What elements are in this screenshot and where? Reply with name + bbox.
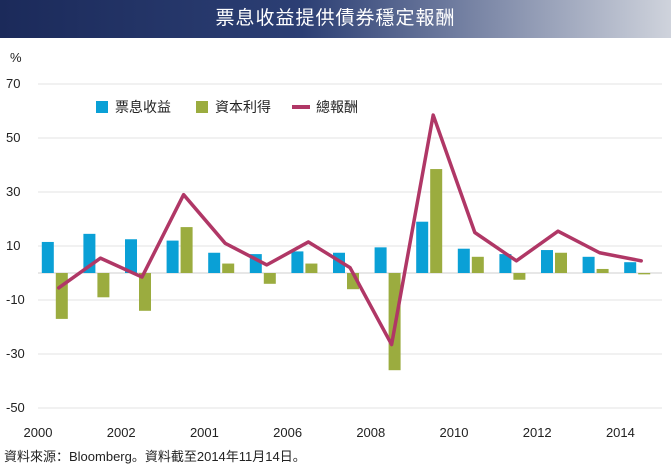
x-tick-label: 2001 (190, 425, 219, 440)
bar-capital (638, 273, 651, 275)
bar-capital (139, 273, 151, 311)
x-tick-label: 2014 (606, 425, 635, 440)
bar-coupon (41, 241, 54, 273)
bar-capital (513, 273, 526, 280)
legend-capital-swatch (196, 101, 208, 113)
bar-coupon (374, 247, 387, 273)
bar-coupon (582, 256, 595, 273)
bar-capital (430, 169, 443, 273)
y-tick-label: 30 (6, 184, 20, 199)
legend-coupon-swatch (96, 101, 108, 113)
legend-capital-label: 資本利得 (215, 99, 271, 115)
y-tick-label: -10 (6, 292, 25, 307)
bar-coupon (166, 240, 179, 273)
x-tick-label: 2012 (523, 425, 552, 440)
bar-coupon (457, 248, 470, 273)
bar-capital (596, 268, 609, 273)
bar-coupon (416, 221, 429, 273)
y-axis-unit-label: % (10, 50, 22, 65)
bar-capital (222, 263, 235, 273)
bar-capital (55, 273, 68, 319)
bar-capital (263, 273, 276, 284)
y-tick-label: -30 (6, 346, 25, 361)
bar-coupon (624, 262, 637, 273)
x-tick-label: 2002 (107, 425, 136, 440)
bar-capital (555, 252, 567, 273)
bar-coupon (291, 251, 304, 273)
x-tick-label: 2006 (273, 425, 302, 440)
y-tick-label: 10 (6, 238, 20, 253)
x-tick-label: 2000 (24, 425, 53, 440)
title-bar (0, 0, 671, 38)
chart-area: % 70 50 30 10 -10 -30 -50 2000 2002 2001 2006 2008 20… (6, 50, 662, 440)
source-note: 資料來源：Bloomberg。資料截至2014年11月14日。 (4, 449, 306, 464)
bar-capital (97, 273, 110, 298)
y-tick-label: -50 (6, 400, 25, 415)
bar-coupon (249, 254, 262, 273)
y-tick-label: 50 (6, 130, 20, 145)
bar-coupon (208, 252, 221, 273)
bar-coupon (125, 239, 137, 273)
line-total-return (57, 113, 643, 347)
chart-title: 票息收益提供債券穩定報酬 (215, 8, 456, 29)
bar-coupon (541, 250, 553, 273)
y-tick-label: 70 (6, 76, 20, 91)
x-tick-label: 2010 (440, 425, 469, 440)
x-tick-label: 2008 (356, 425, 385, 440)
legend-total-label: 總報酬 (316, 99, 358, 115)
legend-coupon-label: 票息收益 (115, 99, 171, 115)
bar-coupon (499, 254, 512, 273)
bar-capital (180, 227, 193, 273)
bar-capital (305, 263, 318, 273)
bar-capital (471, 256, 484, 273)
